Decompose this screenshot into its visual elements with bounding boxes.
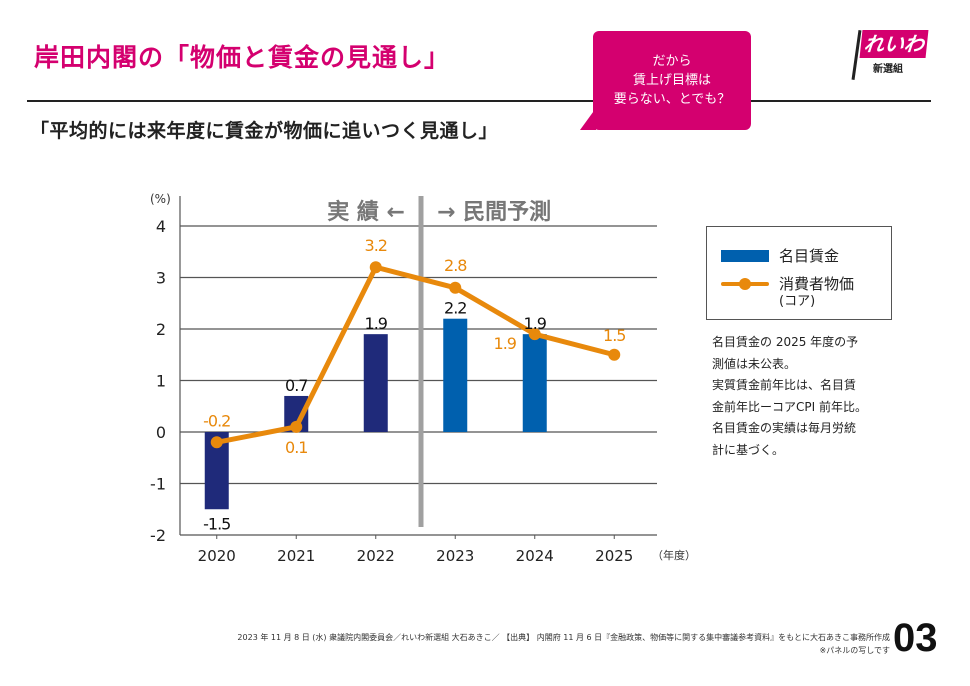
page-subtitle: 「平均的には来年度に賃金が物価に追いつく見通し」 xyxy=(30,120,499,142)
y-tick-label: 2 xyxy=(156,320,166,339)
bubble-line: 要らない、とでも？ xyxy=(613,92,731,107)
legend-label: 名目賃金 xyxy=(779,247,840,265)
y-tick-label: 0 xyxy=(156,423,166,442)
note-line: 名目賃金の 2025 年度の予 xyxy=(712,335,859,349)
note-line: 測値は未公表。 xyxy=(712,356,797,371)
legend-line-swatch-icon xyxy=(721,277,769,290)
legend-item-wage: 名目賃金 xyxy=(721,245,839,266)
cpi-point-label: 1.9 xyxy=(494,334,517,353)
wage-bar-label: 1.9 xyxy=(365,314,388,333)
cpi-point xyxy=(449,281,462,294)
y-axis-unit: (%) xyxy=(150,192,171,206)
legend-label: 消費者物価 xyxy=(779,275,855,293)
x-tick-label: 2022 xyxy=(357,547,395,565)
y-tick-label: 1 xyxy=(156,372,166,391)
page-number: 03 xyxy=(893,616,938,660)
x-axis-unit: （年度） xyxy=(652,548,696,562)
cpi-point xyxy=(608,348,621,361)
section-label-actual: 実 績 ← xyxy=(327,199,405,225)
page-title: 岸田内閣の「物価と賃金の見通し」 xyxy=(34,43,451,72)
x-tick-label: 2023 xyxy=(436,547,474,565)
section-label-forecast: → 民間予測 xyxy=(437,200,551,225)
legend-item-cpi: 消費者物価 xyxy=(721,273,854,294)
cpi-point-label: 1.5 xyxy=(603,326,625,345)
cpi-point-label: 0.1 xyxy=(285,438,307,457)
cpi-point-label: -0.2 xyxy=(203,411,230,430)
source-footer: 2023 年 11 月 8 日 (水) 衆議院内閣委員会／れいわ新選組 大石あき… xyxy=(200,631,890,657)
note-line: 計に基づく。 xyxy=(712,442,785,457)
cpi-point-label: 2.8 xyxy=(444,256,467,275)
note-line: 実質賃金前年比は、名目賃 xyxy=(712,378,857,392)
bar-layer xyxy=(204,318,547,510)
wage-bar xyxy=(443,318,468,432)
cpi-point xyxy=(528,328,541,341)
y-tick-label: -2 xyxy=(150,526,166,545)
legend-sublabel: (コア) xyxy=(779,294,816,309)
grid-layer xyxy=(179,196,657,539)
y-tick-label: -1 xyxy=(150,475,166,494)
x-tick-label: 2025 xyxy=(595,547,633,565)
label-layer: 4 3 2 1 0 -1 -2 (%) 2020 2021 2022 2023 2024 2025 （年度）… xyxy=(150,192,696,565)
x-tick-label: 2020 xyxy=(198,547,236,565)
cpi-line xyxy=(216,264,615,445)
y-tick-label: 4 xyxy=(156,217,166,236)
chart-legend: 名目賃金 消費者物価 (コア) xyxy=(706,226,892,320)
party-logo: れいわ 新選組 xyxy=(851,30,935,80)
source-citation: 2023 年 11 月 8 日 (水) 衆議院内閣委員会／れいわ新選組 大石あき… xyxy=(237,633,890,642)
line-layer xyxy=(210,261,621,449)
wage-bar-label: 1.9 xyxy=(524,314,547,333)
panel-note: ※パネルの写しです xyxy=(819,646,890,655)
bubble-line: 賃上げ目標は xyxy=(632,73,711,88)
cpi-point xyxy=(210,436,223,449)
header-divider xyxy=(27,100,931,102)
cpi-point xyxy=(369,261,382,274)
chart-notes: 名目賃金の 2025 年度の予 測値は未公表。 実質賃金前年比は、名目賃 金前年… xyxy=(712,332,892,461)
note-line: 金前年比ーコアCPI 前年比。 xyxy=(712,399,867,414)
legend-bar-swatch-icon xyxy=(721,249,769,262)
cpi-point-label: 3.2 xyxy=(365,236,387,255)
bubble-line: だから xyxy=(652,54,692,69)
x-tick-label: 2024 xyxy=(516,547,554,565)
wage-bar-label: 2.2 xyxy=(444,299,466,318)
speech-bubble: だから 賃上げ目標は 要らない、とでも？ xyxy=(593,31,751,130)
wage-bar-label: -1.5 xyxy=(203,514,230,533)
logo-subtext: 新選組 xyxy=(873,64,903,75)
cpi-point xyxy=(290,420,303,433)
note-line: 名目賃金の実績は毎月労統 xyxy=(712,421,857,435)
y-tick-label: 3 xyxy=(156,269,166,288)
wage-bar-label: 0.7 xyxy=(285,376,307,395)
x-tick-label: 2021 xyxy=(277,547,315,565)
wage-bar xyxy=(522,334,547,432)
wage-bar xyxy=(363,334,388,432)
speech-bubble-tail xyxy=(580,108,596,130)
